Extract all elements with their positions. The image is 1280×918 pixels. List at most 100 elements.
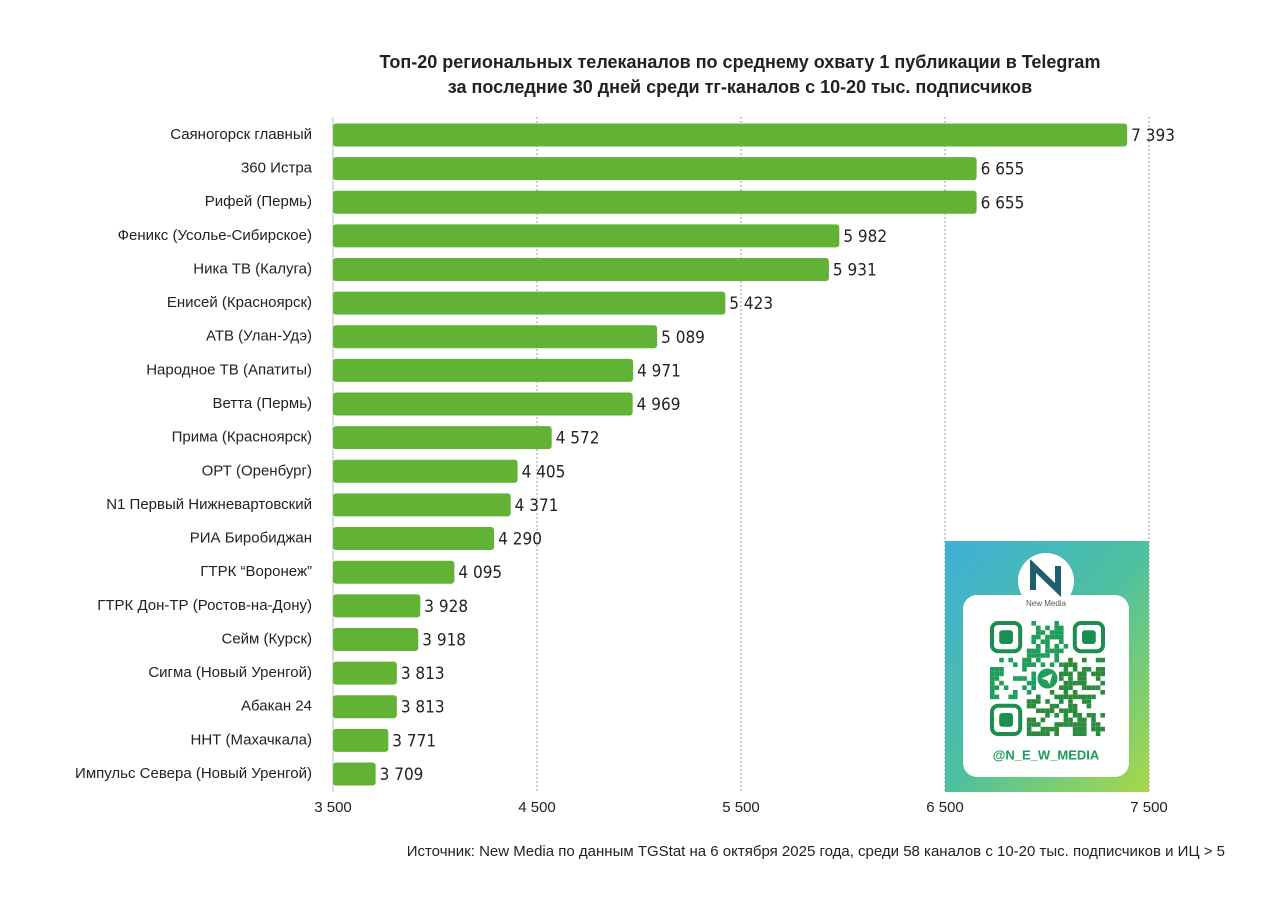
qr-cell (1100, 726, 1105, 732)
qr-cell (1068, 680, 1073, 686)
bar (333, 695, 397, 719)
y-tick-label: Саяногорск главный (170, 126, 312, 143)
qr-cell (1095, 671, 1101, 677)
qr-cell (1031, 731, 1036, 736)
bar (333, 459, 518, 483)
value-label: 6 655 (981, 193, 1025, 213)
qr-cell (1026, 699, 1032, 704)
qr-cell (990, 694, 995, 700)
qr-cell (1082, 667, 1087, 672)
chart-title: за последние 30 дней среди тг-каналов с … (448, 77, 1032, 97)
bar (333, 728, 389, 752)
qr-cell (1063, 717, 1069, 723)
qr-cell (1068, 699, 1073, 704)
value-label: 3 709 (380, 765, 424, 785)
qr-cell (1036, 625, 1041, 631)
qr-cell (1036, 644, 1041, 649)
qr-cell (1022, 685, 1027, 690)
bar (333, 224, 840, 248)
y-tick-label: Ветта (Пермь) (212, 395, 312, 412)
value-label: 3 813 (401, 698, 445, 718)
qr-cell (1059, 625, 1064, 631)
qr-cell (1059, 639, 1064, 644)
qr-cell (1077, 671, 1082, 677)
qr-cell (1068, 657, 1073, 663)
qr-cell (1040, 717, 1046, 723)
qr-cell (1031, 653, 1036, 658)
qr-cell (990, 680, 995, 686)
qr-cell (1059, 648, 1064, 654)
qr-cell (1031, 703, 1036, 709)
y-tick-label: Рифей (Пермь) (205, 193, 312, 210)
y-tick-label: Сигма (Новый Уренгой) (148, 664, 312, 681)
qr-finder (990, 703, 1023, 736)
bar (333, 392, 633, 416)
qr-cell (1077, 722, 1082, 727)
bar (333, 560, 455, 584)
qr-cell (1095, 726, 1101, 732)
qr-cell (1095, 685, 1101, 690)
qr-cell (1068, 671, 1073, 677)
qr-cell (1054, 694, 1059, 700)
y-tick-label: Сейм (Курск) (222, 630, 313, 647)
qr-cell (1040, 639, 1046, 644)
qr-cell (1031, 717, 1036, 723)
qr-cell (1045, 648, 1050, 654)
qr-caption: @N_E_W_MEDIA (993, 747, 1100, 762)
qr-cell (1059, 694, 1064, 700)
qr-cell (1054, 713, 1059, 718)
qr-logo (1041, 673, 1053, 685)
qr-cell (1072, 726, 1078, 732)
bar (333, 493, 511, 517)
qr-cell (1026, 690, 1032, 695)
y-tick-label: ОРТ (Оренбург) (202, 462, 312, 479)
qr-cell (1054, 722, 1059, 727)
qr-cell (1017, 676, 1023, 681)
bar (333, 426, 552, 450)
qr-cell (1049, 634, 1055, 640)
qr-cell (1026, 662, 1032, 667)
qr-cell (1036, 630, 1041, 635)
qr-cell (1045, 713, 1050, 718)
qr-cell (1040, 726, 1046, 732)
qr-cell (1045, 644, 1050, 649)
qr-cell (1068, 708, 1073, 713)
qr-cell (1031, 676, 1036, 681)
qr-cell (999, 667, 1004, 672)
y-tick-label: Импульс Севера (Новый Уренгой) (75, 765, 312, 782)
qr-cell (1036, 634, 1041, 640)
qr-cell (1031, 685, 1036, 690)
qr-cell (1072, 680, 1078, 686)
qr-cell (1068, 722, 1073, 727)
bar (333, 157, 977, 181)
qr-cell (1072, 722, 1078, 727)
qr-cell (1026, 726, 1032, 732)
qr-cell (990, 685, 995, 690)
qr-cell (1068, 694, 1073, 700)
qr-cell (1054, 630, 1059, 635)
qr-cell (1026, 648, 1032, 654)
qr-cell (1082, 676, 1087, 681)
qr-cell (1026, 653, 1032, 658)
qr-cell (1077, 676, 1082, 681)
qr-cell (1068, 703, 1073, 709)
qr-cell (1022, 676, 1027, 681)
qr-cell (1059, 630, 1064, 635)
qr-cell (1100, 680, 1105, 686)
qr-finder (999, 713, 1013, 727)
y-tick-label: ГТРК “Воронеж” (200, 563, 312, 580)
qr-cell (999, 671, 1004, 677)
x-tick-label: 5 500 (722, 799, 760, 816)
qr-cell (1031, 680, 1036, 686)
qr-code (990, 621, 1106, 736)
qr-cell (1086, 703, 1092, 709)
qr-cell (1003, 685, 1009, 690)
y-tick-label: АТВ (Улан-Удэ) (206, 328, 312, 345)
bar (333, 527, 495, 551)
qr-cell (1036, 708, 1041, 713)
qr-cell (999, 680, 1004, 686)
qr-cell (1036, 694, 1041, 700)
qr-cell (1054, 648, 1059, 654)
qr-cell (1063, 713, 1069, 718)
